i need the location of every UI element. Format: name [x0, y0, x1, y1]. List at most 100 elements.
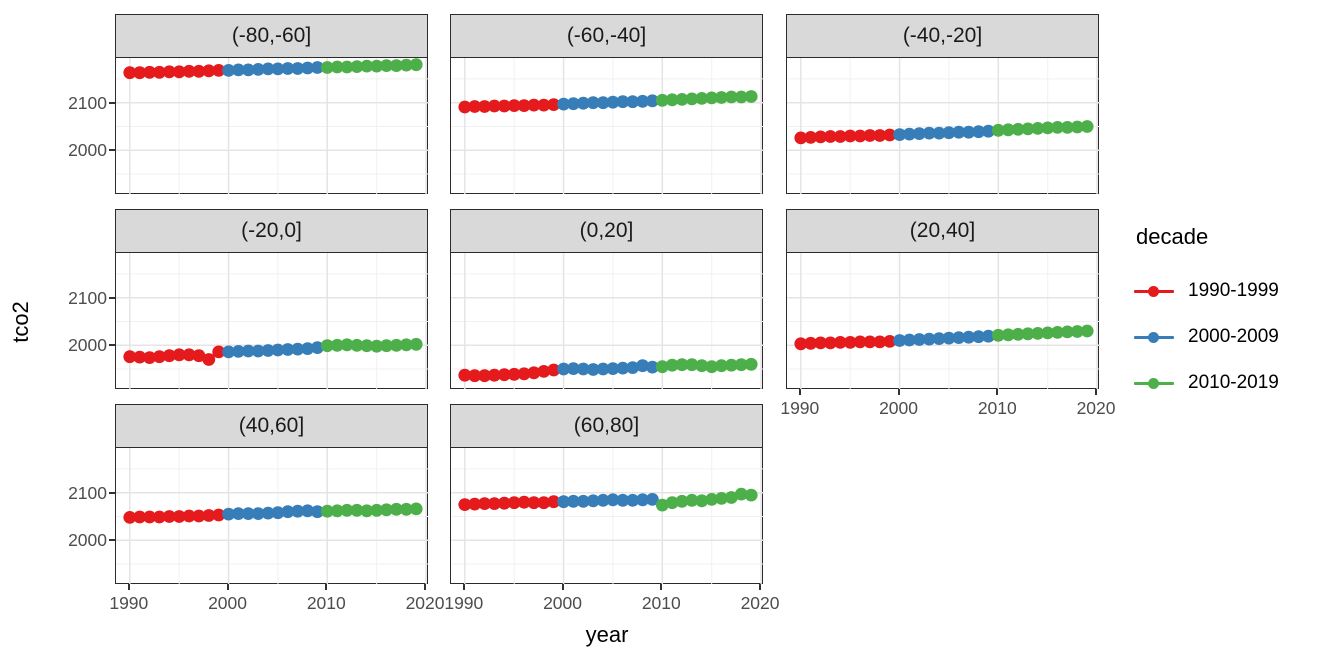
data-point — [557, 97, 570, 111]
data-point — [261, 62, 275, 76]
data-point — [744, 488, 758, 502]
data-point — [695, 359, 709, 373]
data-point — [281, 505, 295, 519]
facet-panel — [450, 448, 764, 584]
data-point — [507, 496, 521, 510]
data-point — [1001, 328, 1015, 342]
data-point — [567, 494, 580, 508]
data-point — [133, 350, 147, 364]
x-tick-mark — [996, 389, 999, 395]
data-point — [192, 64, 206, 78]
data-point — [843, 336, 857, 349]
data-point — [251, 344, 265, 358]
data-point — [488, 497, 501, 510]
x-tick-mark — [1095, 389, 1098, 395]
x-tick-label: 2000 — [543, 593, 583, 613]
facet-(-80,-60]: (-80,-60] — [115, 14, 429, 194]
data-point — [222, 507, 235, 521]
data-point — [350, 503, 364, 517]
data-point — [232, 507, 245, 520]
data-point — [1011, 122, 1025, 136]
facet-strip-label: (20,40] — [909, 219, 976, 242]
x-tick-label: 2010 — [306, 593, 346, 613]
data-point — [1041, 121, 1055, 135]
x-tick-mark — [897, 389, 900, 395]
facet-strip: (40,60] — [115, 404, 428, 448]
x-tick-label: 2020 — [740, 593, 780, 613]
legend-key-icon — [1134, 280, 1174, 302]
data-point — [922, 126, 936, 140]
data-point — [133, 66, 147, 80]
y-tick-label: 2100 — [68, 482, 107, 503]
y-tick-mark — [109, 296, 115, 299]
data-point — [715, 492, 728, 505]
data-point — [843, 129, 857, 143]
data-point — [675, 494, 689, 508]
legend-label: 2010-2019 — [1188, 372, 1279, 393]
data-point — [1021, 122, 1035, 136]
data-point — [527, 98, 541, 112]
data-point — [311, 61, 324, 74]
data-point — [586, 494, 600, 508]
data-point — [626, 493, 640, 507]
data-point — [123, 350, 137, 364]
data-point — [123, 511, 137, 524]
data-point — [606, 493, 620, 507]
x-axis-title: year — [585, 622, 629, 647]
data-point — [222, 64, 235, 77]
data-point — [646, 360, 659, 374]
data-point — [893, 128, 906, 141]
facet-panel — [786, 58, 1100, 194]
data-point — [212, 64, 226, 77]
facet-strip-label: (-20,0] — [241, 219, 302, 242]
data-point — [932, 332, 946, 345]
x-tick-mark — [127, 584, 130, 590]
data-point — [695, 494, 709, 508]
data-point — [399, 338, 413, 352]
facet-strip: (-20,0] — [115, 209, 428, 253]
data-point — [626, 95, 640, 109]
data-point — [685, 358, 699, 372]
data-point — [725, 90, 738, 104]
data-point — [883, 335, 897, 348]
y-tick-mark — [109, 344, 115, 347]
data-point — [320, 61, 334, 74]
x-tick-label: 2020 — [1076, 398, 1116, 418]
data-point — [715, 91, 728, 104]
data-point — [1041, 326, 1055, 340]
data-point — [380, 503, 393, 517]
data-point — [232, 345, 245, 358]
data-point — [340, 503, 354, 517]
facet-strip: (60,80] — [450, 404, 763, 448]
data-point — [804, 131, 818, 144]
data-point — [409, 502, 423, 516]
data-point — [1061, 325, 1074, 339]
data-point — [744, 357, 758, 371]
facet-panel — [115, 58, 429, 194]
data-point — [665, 496, 679, 510]
data-point — [370, 503, 384, 517]
y-tick-label: 2000 — [68, 140, 107, 161]
x-tick-label: 2010 — [977, 398, 1017, 418]
x-tick-label: 2020 — [405, 593, 445, 613]
data-point — [291, 342, 305, 356]
data-point — [517, 367, 531, 381]
data-point — [734, 487, 748, 501]
data-point — [478, 369, 491, 383]
data-point — [962, 330, 976, 344]
data-point — [606, 362, 620, 375]
data-point — [202, 353, 216, 366]
data-point — [261, 344, 275, 357]
data-point — [241, 63, 255, 77]
data-point — [458, 368, 472, 382]
legend-title: decade — [1136, 224, 1209, 249]
data-point — [390, 59, 403, 72]
data-point — [143, 351, 156, 364]
data-point — [685, 92, 699, 106]
data-point — [497, 368, 511, 382]
data-point — [330, 60, 344, 74]
data-point — [123, 66, 137, 80]
data-point — [567, 97, 580, 111]
data-point — [833, 130, 847, 143]
x-tick-mark — [660, 584, 663, 590]
